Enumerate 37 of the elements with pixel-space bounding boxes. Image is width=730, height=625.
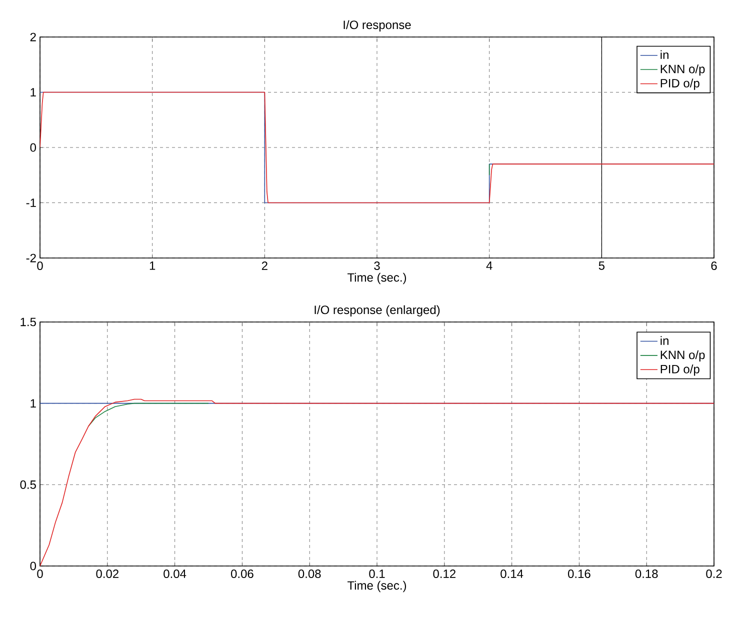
x-tick-label: 0.2 xyxy=(706,570,722,578)
legend-label: PID o/p xyxy=(660,364,700,376)
y-tick-label: 1.5 xyxy=(20,318,36,326)
legend-label: PID o/p xyxy=(660,78,700,90)
x-axis-title: Time (sec.) xyxy=(347,580,406,592)
x-tick-label: 0.16 xyxy=(568,570,590,578)
x-tick-label: 0.12 xyxy=(433,570,456,578)
legend-label: in xyxy=(660,50,668,59)
y-tick-label: 0.5 xyxy=(20,480,36,489)
y-tick-label: 0 xyxy=(30,562,36,570)
legend-label: in xyxy=(660,336,668,345)
y-tick-label: 1 xyxy=(30,399,36,408)
x-tick-label: 0 xyxy=(37,262,43,270)
x-tick-label: 0.06 xyxy=(231,570,254,578)
x-tick-label: 4 xyxy=(486,262,492,270)
x-tick-label: 2 xyxy=(262,262,268,270)
x-axis-title: Time (sec.) xyxy=(347,272,406,284)
x-tick-label: 0.14 xyxy=(500,570,524,578)
y-tick-label: 1 xyxy=(30,88,36,96)
y-tick-label: -2 xyxy=(26,254,36,262)
chart-title: I/O response xyxy=(344,20,411,32)
chart-title: I/O response (enlarged) xyxy=(314,305,440,316)
x-tick-label: 3 xyxy=(374,262,380,270)
x-tick-label: 0 xyxy=(37,570,43,578)
x-tick-label: 0.18 xyxy=(635,570,658,578)
x-tick-label: 5 xyxy=(598,262,604,270)
x-tick-label: 0.04 xyxy=(164,570,186,578)
y-tick-label: 0 xyxy=(30,143,36,152)
legend-label: KNN o/p xyxy=(660,64,705,76)
y-tick-label: 2 xyxy=(30,32,36,42)
x-tick-label: 1 xyxy=(150,262,156,270)
x-tick-label: 0.02 xyxy=(96,570,118,578)
x-tick-label: 6 xyxy=(711,262,717,270)
x-tick-label: 0.08 xyxy=(298,570,321,578)
y-tick-label: -1 xyxy=(26,198,36,207)
legend-label: KNN o/p xyxy=(660,350,705,362)
x-tick-label: 0.1 xyxy=(369,570,385,578)
